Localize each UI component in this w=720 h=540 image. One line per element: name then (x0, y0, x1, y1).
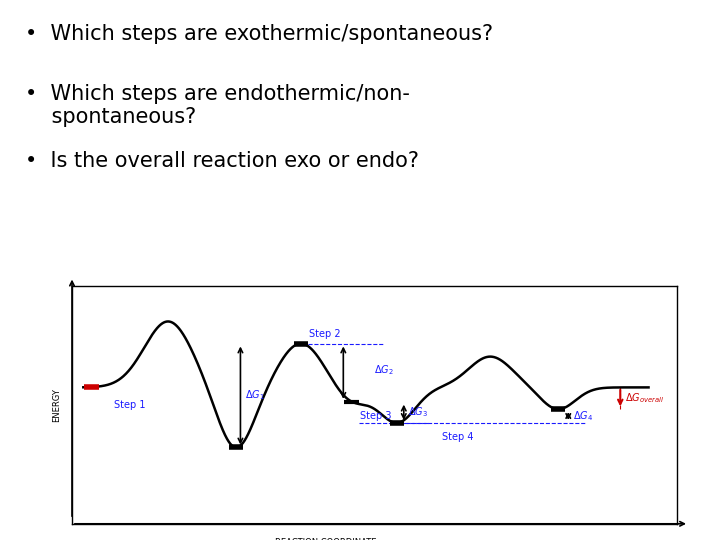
Text: $\Delta G_3$: $\Delta G_3$ (408, 406, 428, 419)
Text: •  Which steps are endothermic/non-
    spontaneous?: • Which steps are endothermic/non- spont… (25, 84, 410, 127)
Text: $\Delta G_4$: $\Delta G_4$ (573, 409, 593, 423)
Text: Step 2: Step 2 (310, 329, 341, 339)
Text: Step 4: Step 4 (442, 433, 474, 442)
Text: $\Delta G_{overall}$: $\Delta G_{overall}$ (625, 391, 664, 405)
Text: ENERGY: ENERGY (53, 388, 61, 422)
Text: Step 3: Step 3 (360, 411, 392, 421)
Text: •  Which steps are exothermic/spontaneous?: • Which steps are exothermic/spontaneous… (25, 24, 493, 44)
Text: $\Delta G_2$: $\Delta G_2$ (374, 363, 394, 377)
Text: Step 1: Step 1 (114, 400, 146, 410)
Text: •  Is the overall reaction exo or endo?: • Is the overall reaction exo or endo? (25, 151, 419, 171)
Text: REACTION COORDINATE: REACTION COORDINATE (275, 538, 377, 540)
Text: $\Delta G_1$: $\Delta G_1$ (245, 389, 265, 402)
